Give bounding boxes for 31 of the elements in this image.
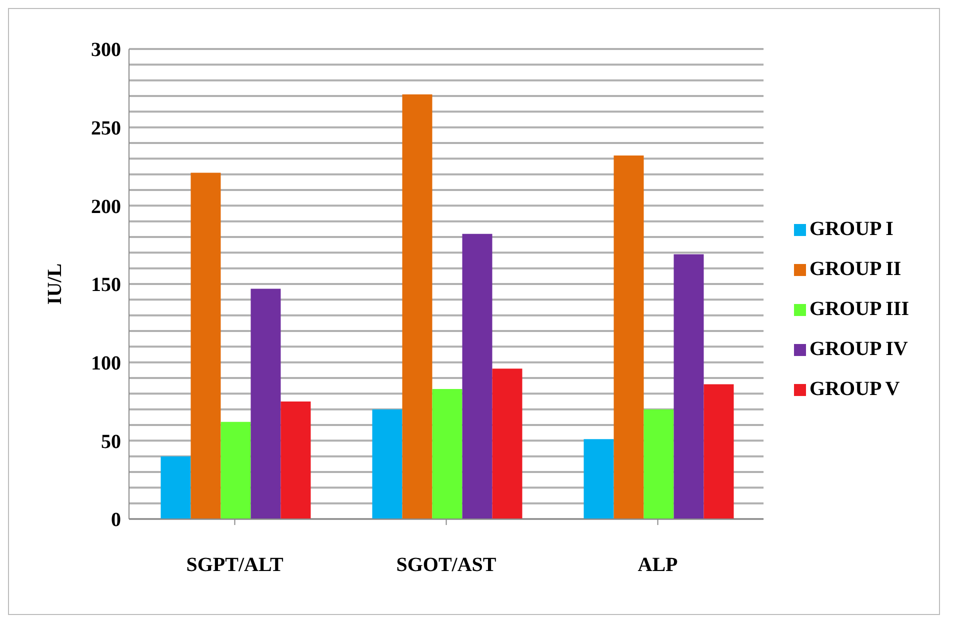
bar [160,456,191,519]
bar [614,156,644,519]
legend-label: GROUP III [810,298,909,320]
bar [674,254,704,519]
x-tick-label: SGOT/AST [396,554,497,576]
bar [402,94,432,519]
bar [704,384,734,519]
legend-label: GROUP IV [810,338,908,360]
bar [250,288,281,519]
x-tick-label: ALP [638,554,678,576]
bar [584,439,614,519]
y-tick-label: 0 [111,509,121,532]
bar [372,409,402,519]
bar [432,388,462,519]
bar [220,422,251,519]
bar [190,172,221,519]
x-tick-label: SGPT/ALT [186,554,284,576]
legend-label: GROUP V [810,378,900,400]
y-tick-label: 300 [91,39,121,62]
y-axis-title: IU/L [44,263,66,305]
legend-label: GROUP II [810,258,902,280]
y-tick-label: 250 [91,117,121,140]
y-tick-label: 100 [91,352,121,374]
y-tick-label: 50 [101,430,121,453]
y-tick-label: 200 [91,196,121,218]
y-tick-label: 150 [91,274,121,296]
bar [492,368,522,519]
legend-label: GROUP I [810,218,894,240]
bar [280,402,311,519]
bar [644,409,674,519]
bar [462,234,492,519]
